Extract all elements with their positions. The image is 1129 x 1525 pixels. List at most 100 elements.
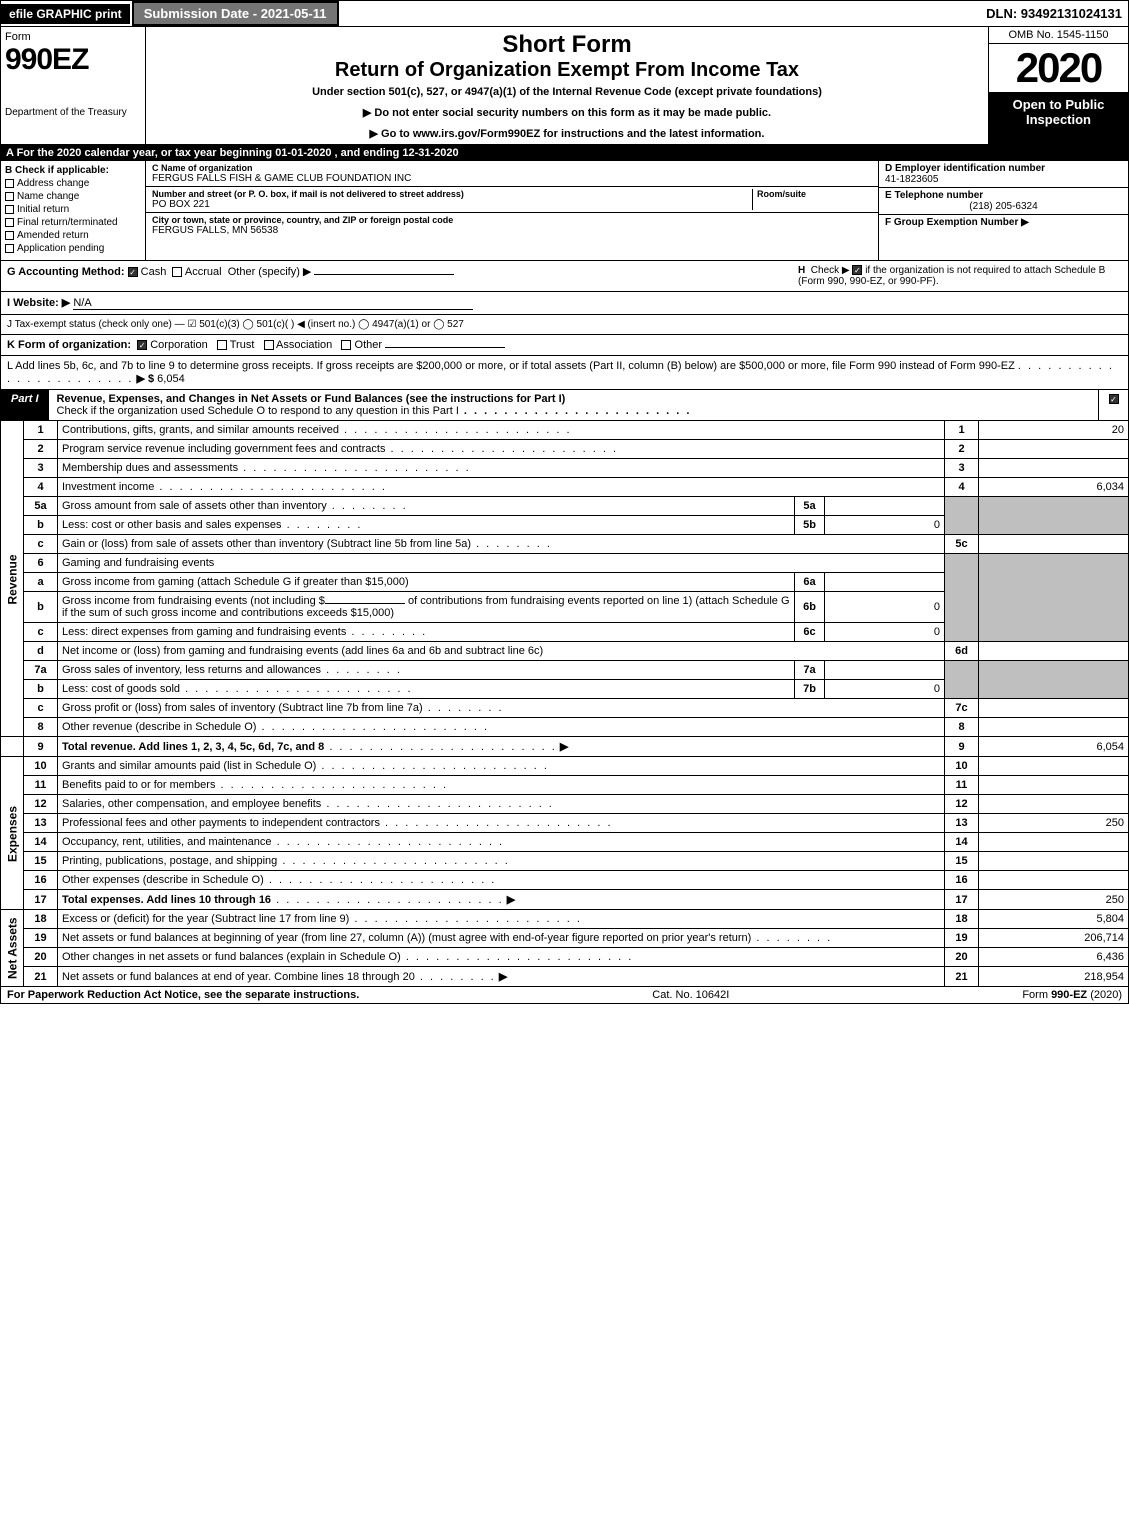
g-label: G Accounting Method: [7, 266, 125, 278]
e-label: E Telephone number [885, 190, 983, 201]
form-number: 990EZ [5, 43, 141, 77]
contrib-input[interactable] [325, 603, 405, 604]
part1-table: Revenue 1 Contributions, gifts, grants, … [0, 421, 1129, 987]
chk-other-icon[interactable] [341, 340, 351, 350]
chk-initial[interactable]: Initial return [5, 204, 141, 215]
chk-amended[interactable]: Amended return [5, 230, 141, 241]
part1-bar: Part I Revenue, Expenses, and Changes in… [0, 390, 1129, 421]
g-h-row: G Accounting Method: ✓ Cash Accrual Othe… [0, 261, 1129, 292]
d-label: D Employer identification number [885, 163, 1045, 174]
chk-pending[interactable]: Application pending [5, 243, 141, 254]
paperwork-notice: For Paperwork Reduction Act Notice, see … [7, 989, 359, 1001]
form-ref: Form 990-EZ (2020) [1022, 989, 1122, 1001]
table-row: c Gross profit or (loss) from sales of i… [1, 699, 1129, 718]
tax-year: 2020 [989, 44, 1128, 93]
table-row: 7a Gross sales of inventory, less return… [1, 661, 1129, 680]
goto-link[interactable]: ▶ Go to www.irs.gov/Form990EZ for instru… [154, 127, 980, 140]
k-formorg: K Form of organization: ✓ Corporation Tr… [0, 335, 1129, 356]
right-info: D Employer identification number 41-1823… [878, 161, 1128, 260]
ein: 41-1823605 [885, 174, 938, 185]
form-word: Form [5, 31, 141, 43]
chk-trust-icon[interactable] [217, 340, 227, 350]
table-row: 21 Net assets or fund balances at end of… [1, 967, 1129, 987]
other-org-input[interactable] [385, 347, 505, 348]
short-form-title: Short Form [154, 31, 980, 59]
chk-address[interactable]: Address change [5, 178, 141, 189]
website-row: I Website: ▶ N/A [0, 292, 1129, 315]
table-row: 13 Professional fees and other payments … [1, 814, 1129, 833]
city-label: City or town, state or province, country… [152, 215, 453, 225]
net-side: Net Assets [1, 910, 24, 987]
phone-box: E Telephone number (218) 205-6324 [879, 188, 1128, 215]
tax-period: A For the 2020 calendar year, or tax yea… [0, 145, 1129, 161]
table-row: 20 Other changes in net assets or fund b… [1, 948, 1129, 967]
table-row: 15 Printing, publications, postage, and … [1, 852, 1129, 871]
table-row: 3 Membership dues and assessments 3 [1, 459, 1129, 478]
g-accounting: G Accounting Method: ✓ Cash Accrual Othe… [7, 265, 454, 287]
submission-date: Submission Date - 2021-05-11 [132, 1, 339, 26]
street-label: Number and street (or P. O. box, if mail… [152, 189, 746, 199]
open-public: Open to Public Inspection [989, 93, 1128, 144]
city: FERGUS FALLS, MN 56538 [152, 225, 459, 236]
chk-final[interactable]: Final return/terminated [5, 217, 141, 228]
org-name: FERGUS FALLS FISH & GAME CLUB FOUNDATION… [152, 173, 411, 184]
dept-treasury: Department of the Treasury [5, 107, 141, 118]
under-section: Under section 501(c), 527, or 4947(a)(1)… [154, 86, 980, 98]
room-label: Room/suite [757, 189, 866, 199]
no-ssn-note: ▶ Do not enter social security numbers o… [154, 106, 980, 119]
ein-box: D Employer identification number 41-1823… [879, 161, 1128, 188]
table-row: c Gain or (loss) from sale of assets oth… [1, 535, 1129, 554]
table-row: 11 Benefits paid to or for members 11 [1, 776, 1129, 795]
chk-cash-icon[interactable]: ✓ [128, 267, 138, 277]
table-row: 2 Program service revenue including gove… [1, 440, 1129, 459]
l-amount: 6,054 [157, 373, 185, 385]
table-row: Expenses 10 Grants and similar amounts p… [1, 757, 1129, 776]
c-label: C Name of organization [152, 163, 405, 173]
chk-corp-icon[interactable]: ✓ [137, 340, 147, 350]
table-row: Net Assets 18 Excess or (deficit) for th… [1, 910, 1129, 929]
top-bar: efile GRAPHIC print Submission Date - 20… [0, 0, 1129, 27]
form-header: Form 990EZ Department of the Treasury Sh… [0, 27, 1129, 145]
section-b-checks: B Check if applicable: Address change Na… [1, 161, 146, 260]
org-name-row: C Name of organization FERGUS FALLS FISH… [146, 161, 878, 187]
chk-h-icon[interactable]: ✓ [852, 265, 862, 275]
form-title-box: Short Form Return of Organization Exempt… [146, 27, 988, 144]
chk-assoc-icon[interactable] [264, 340, 274, 350]
website-val: N/A [73, 297, 473, 310]
i-label: I Website: ▶ [7, 297, 70, 309]
entity-block: B Check if applicable: Address change Na… [0, 161, 1129, 261]
chk-accrual-icon[interactable] [172, 267, 182, 277]
org-info: C Name of organization FERGUS FALLS FISH… [146, 161, 878, 260]
street-row: Number and street (or P. O. box, if mail… [146, 187, 878, 213]
street: PO BOX 221 [152, 199, 752, 210]
table-row: 19 Net assets or fund balances at beginn… [1, 929, 1129, 948]
cat-no: Cat. No. 10642I [652, 989, 729, 1001]
part1-title: Revenue, Expenses, and Changes in Net As… [49, 390, 1098, 420]
table-row: 4 Investment income 4 6,034 [1, 478, 1129, 497]
b-label: B Check if applicable: [5, 165, 141, 176]
table-row: 16 Other expenses (describe in Schedule … [1, 871, 1129, 890]
revenue-side: Revenue [1, 421, 24, 737]
part1-chk[interactable]: ✓ [1098, 390, 1128, 420]
table-row: 9 Total revenue. Add lines 1, 2, 3, 4, 5… [1, 737, 1129, 757]
table-row: 5a Gross amount from sale of assets othe… [1, 497, 1129, 516]
return-title: Return of Organization Exempt From Incom… [154, 59, 980, 82]
expenses-side: Expenses [1, 757, 24, 910]
table-row: 17 Total expenses. Add lines 10 through … [1, 890, 1129, 910]
part1-label: Part I [1, 390, 49, 420]
city-row: City or town, state or province, country… [146, 213, 878, 260]
phone: (218) 205-6324 [885, 201, 1122, 212]
dln-number: DLN: 93492131024131 [986, 6, 1128, 21]
form-id-box: Form 990EZ Department of the Treasury [1, 27, 146, 144]
table-row: 14 Occupancy, rent, utilities, and maint… [1, 833, 1129, 852]
efile-print[interactable]: efile GRAPHIC print [1, 4, 130, 24]
header-right: OMB No. 1545-1150 2020 Open to Public In… [988, 27, 1128, 144]
f-label: F Group Exemption Number ▶ [885, 217, 1029, 228]
table-row: d Net income or (loss) from gaming and f… [1, 642, 1129, 661]
footer: For Paperwork Reduction Act Notice, see … [0, 987, 1129, 1004]
other-specify-input[interactable] [314, 274, 454, 275]
table-row: Revenue 1 Contributions, gifts, grants, … [1, 421, 1129, 440]
chk-name[interactable]: Name change [5, 191, 141, 202]
table-row: 8 Other revenue (describe in Schedule O)… [1, 718, 1129, 737]
h-box: H Check ▶ ✓ if the organization is not r… [792, 265, 1122, 287]
